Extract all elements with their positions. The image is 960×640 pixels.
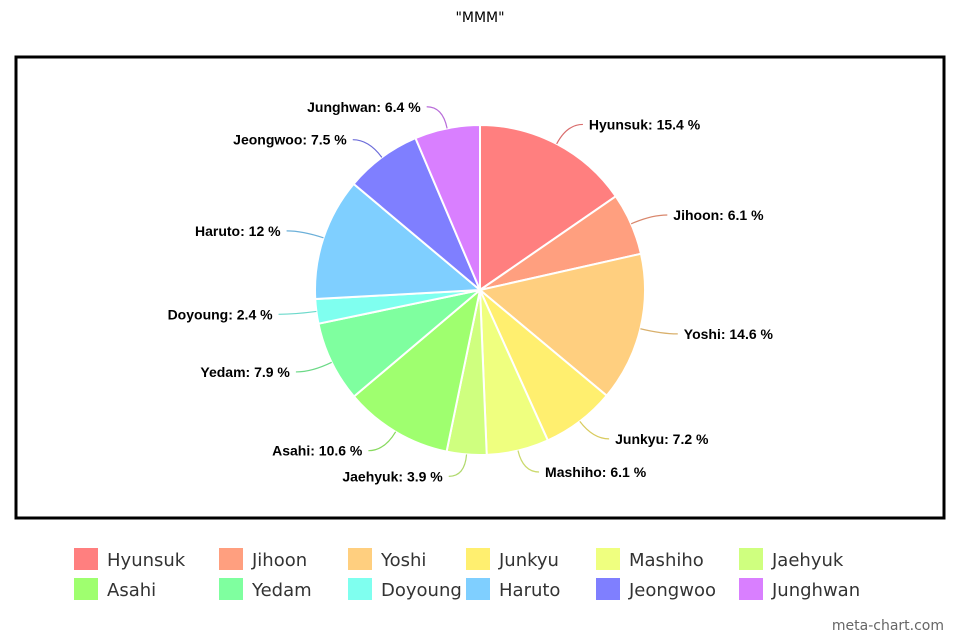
legend-swatch-haruto (466, 578, 490, 600)
leader-line-jeongwoo (352, 139, 383, 158)
slice-label-yedam: Yedam: 7.9 % (200, 364, 290, 380)
leader-line-jihoon (630, 214, 668, 225)
legend-item-jeongwoo[interactable]: Jeongwoo (596, 578, 716, 601)
legend-swatch-junghwan (739, 578, 763, 600)
leader-line-asahi (368, 431, 397, 452)
legend-item-asahi[interactable]: Asahi (74, 578, 156, 601)
slice-label-hyunsuk: Hyunsuk: 15.4 % (589, 116, 701, 132)
pie-slice-hyunsuk[interactable] (479, 123, 618, 292)
slice-label-jeongwoo: Jeongwoo: 7.5 % (233, 132, 347, 148)
legend-swatch-junkyu (466, 548, 490, 570)
legend-item-jaehyuk[interactable]: Jaehyuk (739, 548, 844, 571)
legend: Hyunsuk Jihoon Yoshi Junkyu Mashiho Jaehyuk As… (74, 548, 860, 601)
leader-line-yoshi (640, 328, 678, 335)
legend-swatch-asahi (74, 578, 98, 600)
legend-label-jihoon: Jihoon (251, 550, 307, 571)
leader-lines (278, 106, 678, 477)
plot-frame (14, 55, 946, 520)
slice-label-asahi: Asahi: 10.6 % (272, 443, 363, 459)
legend-label-asahi: Asahi (107, 580, 156, 601)
legend-item-haruto[interactable]: Haruto (466, 578, 560, 601)
legend-swatch-jihoon (219, 548, 243, 570)
legend-swatch-jaehyuk (739, 548, 763, 570)
legend-swatch-yedam (219, 578, 243, 600)
leader-line-doyoung (278, 310, 317, 315)
slice-label-haruto: Haruto: 12 % (195, 223, 281, 239)
legend-label-junghwan: Junghwan (771, 580, 860, 601)
legend-label-haruto: Haruto (499, 580, 560, 601)
legend-label-hyunsuk: Hyunsuk (107, 550, 186, 571)
leader-line-hyunsuk (556, 123, 583, 145)
watermark-text: meta-chart.com (831, 618, 944, 634)
pie-slices (314, 123, 646, 456)
legend-item-doyoung[interactable]: Doyoung (348, 578, 462, 601)
legend-item-yoshi[interactable]: Yoshi (348, 548, 426, 571)
leader-line-jaehyuk (448, 454, 468, 477)
leader-line-junghwan (426, 106, 448, 129)
legend-item-jihoon[interactable]: Jihoon (219, 548, 307, 571)
legend-item-mashiho[interactable]: Mashiho (596, 548, 704, 571)
pie-slice-asahi[interactable] (352, 287, 482, 453)
slice-label-doyoung: Doyoung: 2.4 % (168, 306, 274, 322)
slice-label-mashiho: Mashiho: 6.1 % (545, 464, 647, 480)
legend-item-hyunsuk[interactable]: Hyunsuk (74, 548, 186, 571)
leader-line-haruto (286, 230, 324, 239)
slice-label-jihoon: Jihoon: 6.1 % (673, 207, 764, 223)
legend-label-jaehyuk: Jaehyuk (771, 550, 844, 571)
legend-label-mashiho: Mashiho (629, 550, 704, 571)
slice-labels: Hyunsuk: 15.4 % Jihoon: 6.1 % Yoshi: 14.6 … (168, 99, 774, 485)
chart-title: "MMM" (455, 10, 505, 26)
leader-line-junkyu (579, 421, 610, 440)
pie-slice-yoshi[interactable] (477, 252, 646, 398)
leader-line-mashiho (517, 450, 540, 473)
slice-label-junkyu: Junkyu: 7.2 % (615, 431, 709, 447)
legend-label-jeongwoo: Jeongwoo (628, 580, 716, 601)
legend-label-yoshi: Yoshi (380, 550, 426, 571)
slice-label-yoshi: Yoshi: 14.6 % (684, 326, 774, 342)
legend-swatch-hyunsuk (74, 548, 98, 570)
legend-swatch-mashiho (596, 548, 620, 570)
leader-line-yedam (295, 361, 332, 373)
slice-label-jaehyuk: Jaehyuk: 3.9 % (342, 468, 443, 484)
pie-slice-junghwan[interactable] (414, 123, 481, 291)
legend-label-doyoung: Doyoung (381, 580, 462, 601)
legend-swatch-jeongwoo (596, 578, 620, 600)
legend-item-junghwan[interactable]: Junghwan (739, 578, 860, 601)
legend-swatch-doyoung (348, 578, 372, 600)
legend-swatch-yoshi (348, 548, 372, 570)
slice-label-junghwan: Junghwan: 6.4 % (307, 99, 421, 115)
legend-label-junkyu: Junkyu (498, 550, 559, 571)
legend-item-yedam[interactable]: Yedam (219, 578, 312, 601)
legend-item-junkyu[interactable]: Junkyu (466, 548, 559, 571)
pie-slice-haruto[interactable] (314, 182, 483, 301)
legend-label-yedam: Yedam (251, 580, 312, 601)
